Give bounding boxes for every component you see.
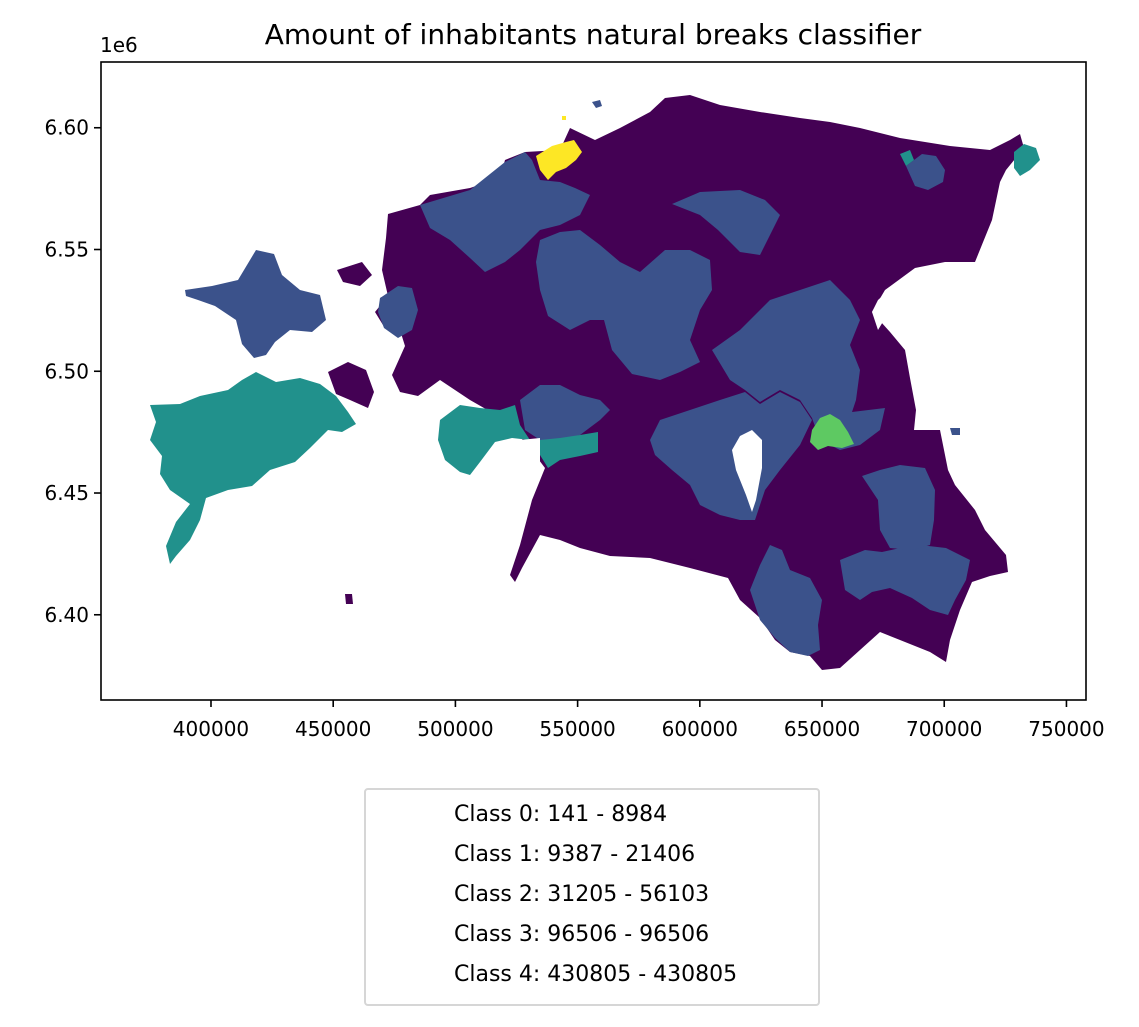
bay-parnu [496, 438, 540, 480]
region-class-0-islet [345, 594, 353, 604]
axes-frame [100, 61, 1087, 701]
region-class-2-parnu [438, 405, 530, 475]
chart-title: Amount of inhabitants natural breaks cla… [265, 18, 922, 51]
x-tick-label: 750000 [1028, 717, 1104, 741]
region-class-1-west [378, 286, 418, 338]
legend: Class 0: 141 - 8984 Class 1: 9387 - 2140… [364, 788, 820, 1006]
legend-entry-class-0: Class 0: 141 - 8984 [454, 802, 668, 827]
region-class-0-island-1 [337, 262, 372, 286]
y-tick-label: 6.50 [44, 359, 89, 383]
region-class-4-islet [562, 116, 566, 120]
map-regions [150, 95, 1040, 670]
region-class-1-south-central [520, 385, 610, 440]
region-class-0-mainland [375, 95, 1024, 670]
region-class-1-south [750, 545, 822, 656]
region-class-1-east-central [712, 280, 885, 450]
x-tick-label: 700000 [906, 717, 982, 741]
region-class-1-harju [420, 152, 590, 272]
x-tick-label: 450000 [295, 717, 371, 741]
lake-peipus [872, 262, 975, 330]
lake-vortsjarv [732, 430, 762, 512]
region-class-1-east [862, 465, 935, 550]
region-class-1-center-south [650, 392, 812, 520]
region-class-1-narva-area [906, 154, 945, 190]
legend-entry-class-1: Class 1: 9387 - 21406 [454, 842, 696, 867]
y-tick-label: 6.40 [44, 603, 89, 627]
region-class-1-islet-1 [592, 100, 602, 108]
region-class-2-kohtla [900, 150, 914, 166]
region-class-2-sindi [540, 432, 598, 468]
x-tick-label: 500000 [417, 717, 493, 741]
x-tick-label: 400000 [173, 717, 249, 741]
region-class-1-islet-2 [950, 428, 960, 435]
x-tick-label: 650000 [784, 717, 860, 741]
y-tick-label: 6.60 [44, 116, 89, 140]
x-tick-label: 550000 [539, 717, 615, 741]
y-tick-label: 6.45 [44, 481, 89, 505]
y-axis: 6.40 6.45 6.50 6.55 6.60 [44, 116, 101, 627]
legend-entry-class-4: Class 4: 430805 - 430805 [454, 962, 738, 987]
region-class-1-central-west [536, 230, 712, 380]
x-tick-label: 600000 [662, 717, 738, 741]
legend-entry-class-2: Class 2: 31205 - 56103 [454, 882, 710, 907]
y-axis-offset-label: 1e6 [100, 33, 138, 57]
region-class-3-tartu [810, 414, 854, 450]
region-class-1-island-north [185, 250, 326, 358]
region-class-4-tallinn [536, 140, 582, 180]
region-class-1-southeast [840, 545, 970, 615]
region-class-2-saaremaa [150, 372, 356, 564]
region-class-1-north-east [672, 190, 780, 255]
legend-entry-class-3: Class 3: 96506 - 96506 [454, 922, 710, 947]
region-class-0-island-2 [328, 362, 374, 408]
region-class-2-narva [1014, 144, 1040, 176]
y-tick-label: 6.55 [44, 238, 89, 262]
x-axis: 400000 450000 500000 550000 600000 650000 7000… [173, 700, 1105, 741]
